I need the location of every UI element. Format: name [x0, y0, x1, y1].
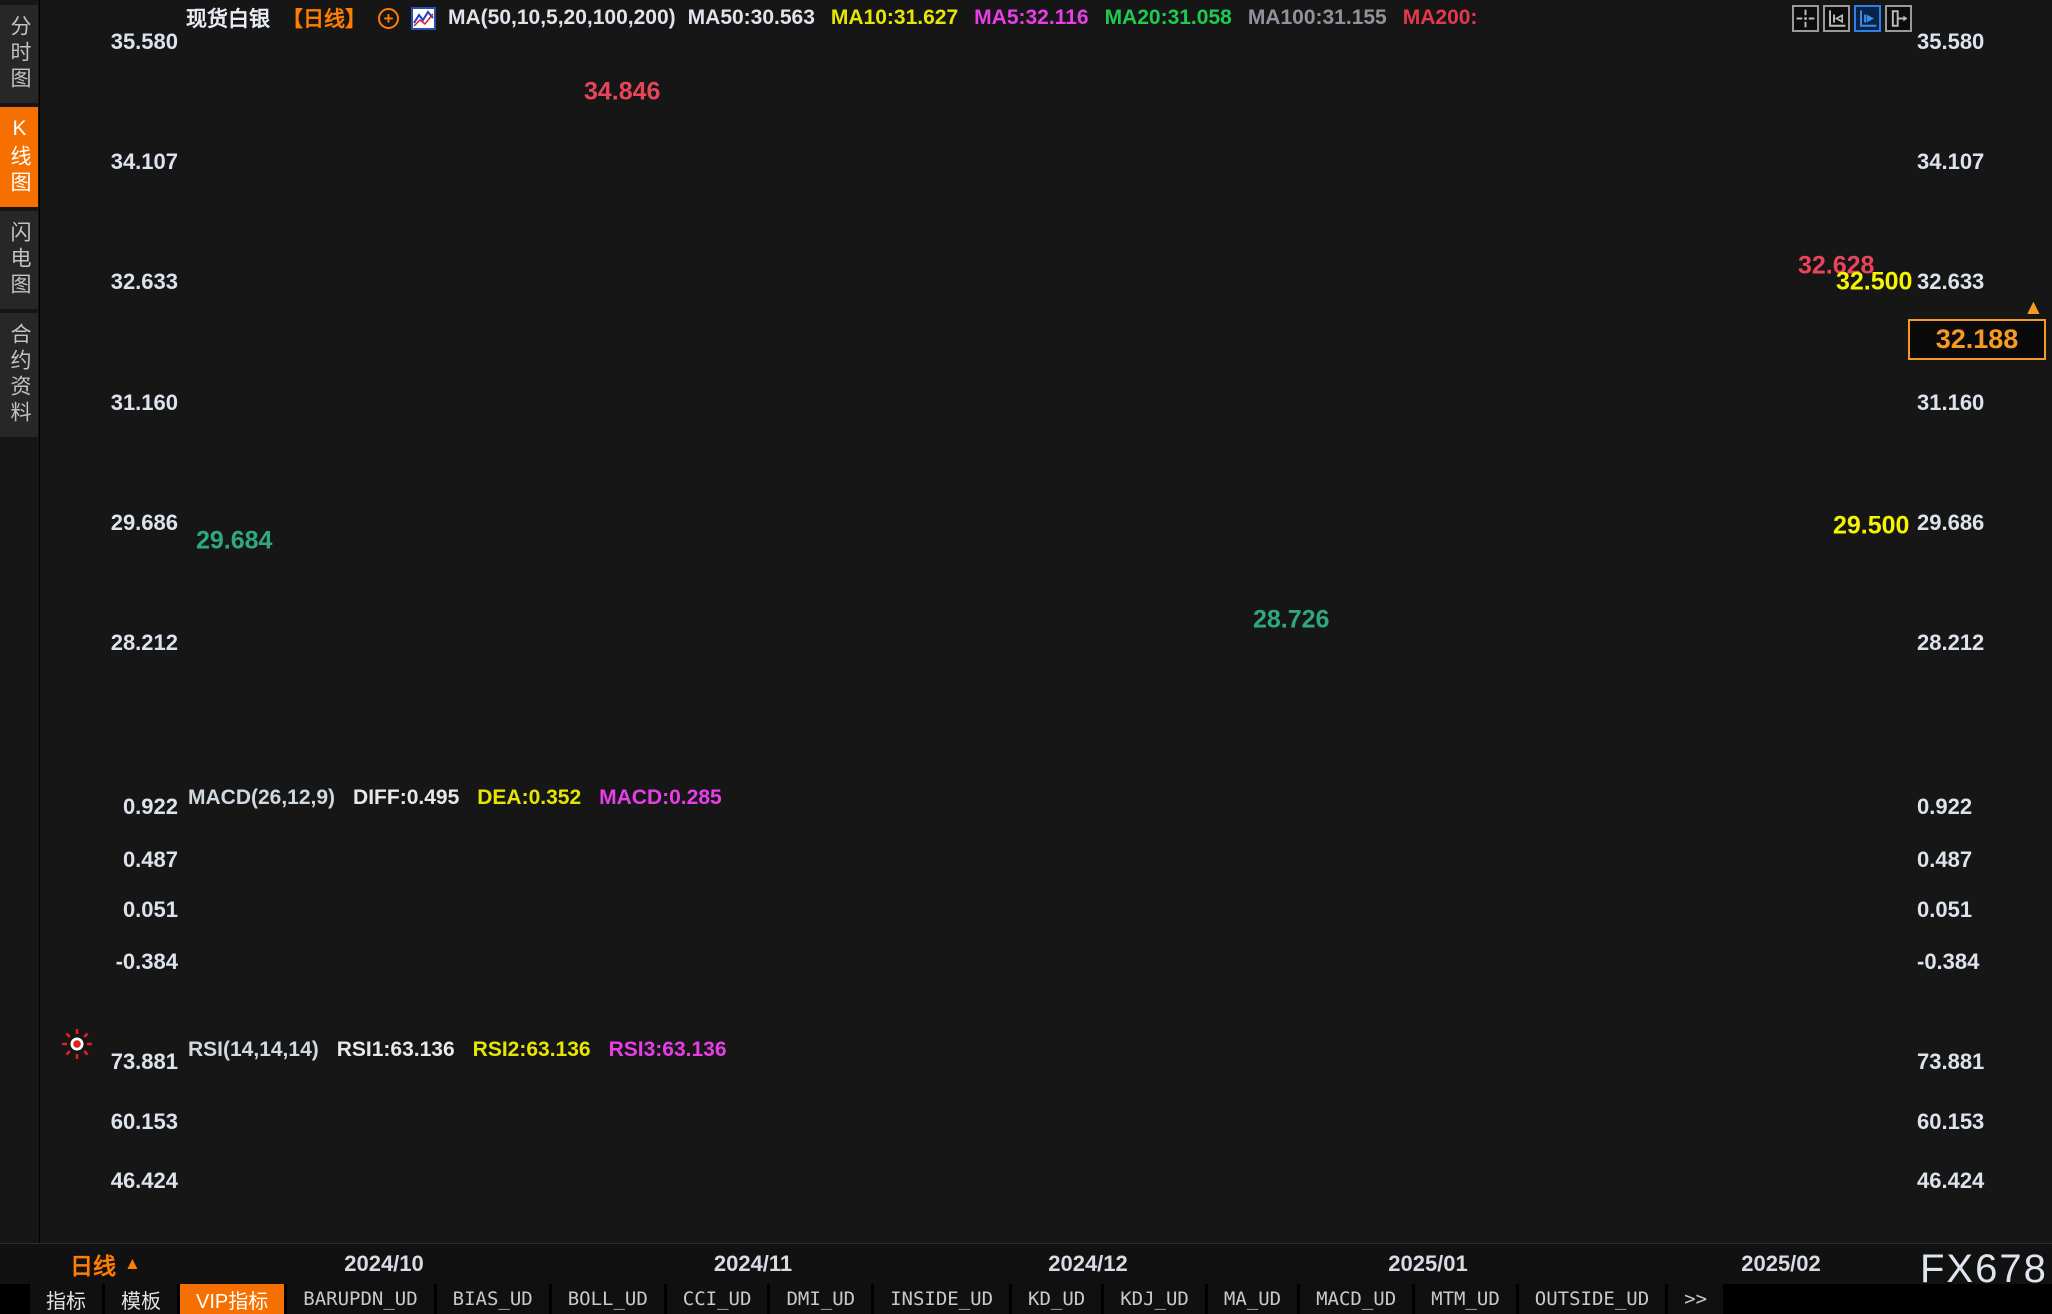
sidebar-tab[interactable]: K线图 — [0, 107, 38, 207]
rsi-readout: RSI1:63.136 — [336, 1038, 455, 1061]
toolbar-tab[interactable]: INSIDE_UD — [874, 1284, 1010, 1314]
date-label: 2025/02 — [1741, 1251, 1821, 1276]
toolbar-tab[interactable]: BIAS_UD — [436, 1284, 549, 1314]
chart-toolbar-icons — [1792, 5, 1912, 32]
toolbar-tab-label: VIP指标 — [196, 1290, 269, 1313]
indicator-toolbar: 指标 模板 VIP指标 BARUPDN_UD BIAS_UD BOLL_UD CCI_UD D… — [0, 1284, 2052, 1314]
axis-play-icon[interactable] — [1854, 5, 1881, 32]
axis-shift-icon[interactable] — [1885, 5, 1912, 32]
toolbar-tab[interactable]: BOLL_UD — [551, 1284, 664, 1314]
symbol-name: 现货白银 — [186, 8, 270, 31]
axis-compress-icon[interactable] — [1823, 5, 1850, 32]
toolbar-tab[interactable]: CCI_UD — [666, 1284, 768, 1314]
macd-readout: DEA:0.352 — [477, 786, 582, 809]
price-up-arrow-icon: ▲ — [2023, 296, 2044, 319]
toolbar-tab-label: CCI_UD — [682, 1288, 752, 1310]
rsi-readout-row: RSI(14,14,14) RSI1:63.136 RSI2:63.136 RSI3:… — [188, 1038, 727, 1062]
macd-readout: MACD:0.285 — [599, 786, 722, 809]
ma-readout: MA5:32.116 — [974, 6, 1089, 29]
toolbar-tab[interactable]: >> — [1668, 1284, 1724, 1314]
sidebar-tab[interactable]: 分时图 — [0, 5, 38, 103]
toolbar-tab-label: KD_UD — [1028, 1288, 1086, 1310]
toolbar-tab-label: 指标 — [46, 1290, 86, 1313]
toolbar-tab-label: MTM_UD — [1431, 1288, 1500, 1310]
period-selector[interactable]: 日线 ▲ — [70, 1247, 141, 1281]
toolbar-tab[interactable]: MA_UD — [1207, 1284, 1298, 1314]
triangle-up-icon: ▲ — [124, 1254, 141, 1273]
toolbar-tab-label: KDJ_UD — [1120, 1288, 1189, 1310]
ma-readout: MA10:31.627 — [830, 6, 959, 29]
chart-header: 现货白银 【日线】 + MA(50,10,5,20,100,200) MA50:… — [186, 4, 1477, 32]
date-labels: 2024/10 2024/11 2024/12 2025/01 2025/02 — [0, 1244, 2052, 1284]
crosshair-icon[interactable] — [1792, 5, 1819, 32]
ma-readouts: MA50:30.563 MA10:31.627 MA5:32.116 MA20:31.… — [688, 6, 1478, 30]
sidebar-tab-label: K线图 — [8, 117, 31, 197]
rsi-readout: RSI2:63.136 — [472, 1038, 591, 1061]
rsi-readout: RSI3:63.136 — [608, 1038, 727, 1061]
toolbar-tab[interactable]: MACD_UD — [1300, 1284, 1413, 1314]
toolbar-tab[interactable]: KDJ_UD — [1104, 1284, 1205, 1314]
toolbar-tab[interactable]: KD_UD — [1012, 1284, 1102, 1314]
toolbar-tab-label: MA_UD — [1223, 1288, 1282, 1310]
sidebar-tab-label: 合约资料 — [8, 323, 31, 427]
period-selector-label: 日线 — [70, 1253, 116, 1279]
date-label: 2025/01 — [1388, 1251, 1468, 1276]
macd-readout: MACD(26,12,9) — [188, 786, 336, 809]
ma-group-label: MA(50,10,5,20,100,200) — [448, 6, 676, 29]
time-axis-row: 日线 ▲ 2024/10 2024/11 2024/12 2025/01 2025/02 — [0, 1243, 2052, 1284]
toolbar-tab-label: MACD_UD — [1316, 1288, 1397, 1310]
sidebar-tab-label: 分时图 — [8, 15, 31, 93]
toolbar-tab-label: 模板 — [121, 1290, 161, 1313]
sidebar-tab[interactable]: 闪电图 — [0, 211, 38, 309]
sidebar-tab-label: 闪电图 — [8, 221, 31, 299]
period-tag[interactable]: 【日线】 — [282, 8, 366, 31]
toolbar-tab-label: INSIDE_UD — [890, 1288, 994, 1310]
toolbar-tab-label: >> — [1684, 1288, 1708, 1310]
toolbar-tab-label: BOLL_UD — [567, 1288, 648, 1310]
watermark: FX678 — [1920, 1247, 2048, 1291]
toolbar-tab[interactable]: 指标 — [30, 1284, 102, 1314]
ma-readout: MA100:31.155 — [1247, 6, 1387, 29]
macd-readout: DIFF:0.495 — [353, 786, 460, 809]
last-price-tag: 32.188 — [1908, 319, 2046, 360]
date-label: 2024/12 — [1048, 1251, 1128, 1276]
sidebar: 分时图 K线图闪电图合约资料 — [0, 0, 40, 1243]
ma-readout: MA20:31.058 — [1104, 6, 1232, 29]
toolbar-tab[interactable]: OUTSIDE_UD — [1518, 1284, 1666, 1314]
toolbar-tab-label: BARUPDN_UD — [303, 1288, 418, 1310]
toolbar-tab[interactable]: MTM_UD — [1415, 1284, 1516, 1314]
toolbar-tab-label: OUTSIDE_UD — [1534, 1288, 1650, 1310]
live-indicator-icon — [62, 1029, 92, 1059]
toolbar-tab-label: BIAS_UD — [452, 1288, 533, 1310]
toolbar-tab[interactable]: VIP指标 — [180, 1284, 285, 1314]
toolbar-tab[interactable]: 模板 — [105, 1284, 177, 1314]
rsi-readout: RSI(14,14,14) — [188, 1038, 319, 1061]
ma-readout: MA200: — [1402, 6, 1478, 29]
toolbar-tab[interactable]: BARUPDN_UD — [287, 1284, 434, 1314]
macd-readout-row: MACD(26,12,9) DIFF:0.495 DEA:0.352 MACD:0.2… — [188, 786, 722, 810]
toolbar-tab[interactable]: DMI_UD — [770, 1284, 872, 1314]
add-indicator-button[interactable]: + — [378, 7, 399, 29]
sidebar-tab[interactable]: 合约资料 — [0, 313, 38, 437]
date-label: 2024/11 — [713, 1251, 793, 1276]
mini-chart-icon — [411, 6, 436, 30]
toolbar-tab-label: DMI_UD — [786, 1288, 856, 1310]
date-label: 2024/10 — [344, 1251, 424, 1276]
ma-readout: MA50:30.563 — [687, 6, 815, 29]
